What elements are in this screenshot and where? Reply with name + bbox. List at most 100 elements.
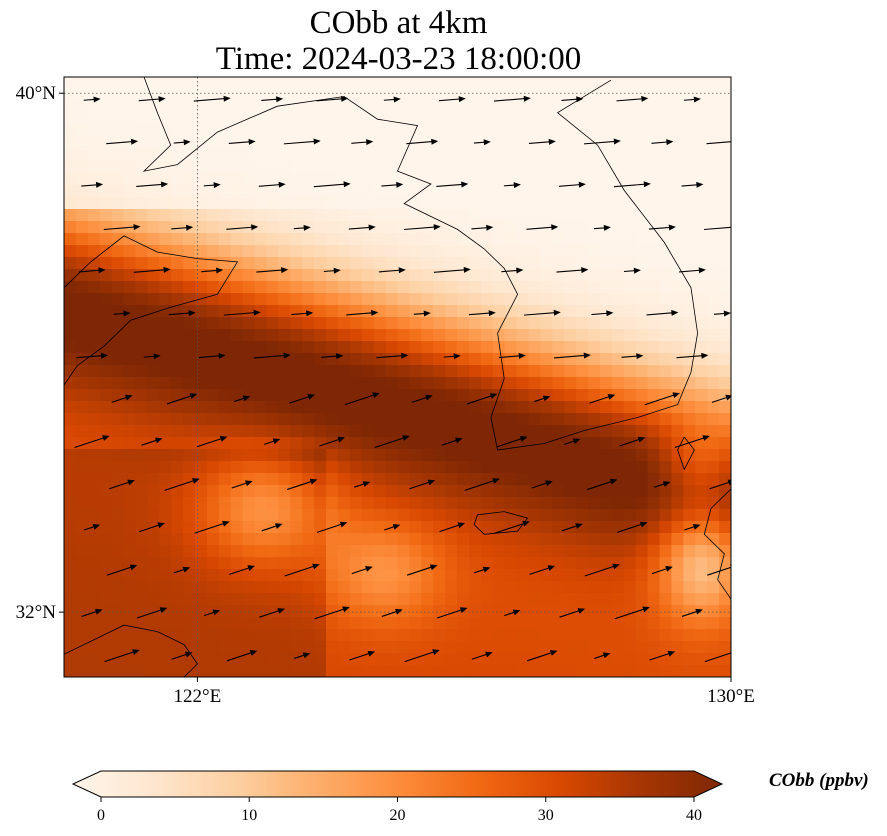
field-cell xyxy=(576,545,589,558)
field-cell xyxy=(218,617,232,630)
field-cell xyxy=(599,605,613,618)
field-cell xyxy=(623,125,637,138)
field-cell xyxy=(445,329,458,342)
field-cell xyxy=(433,281,446,294)
field-cell xyxy=(707,125,720,138)
field-cell xyxy=(421,101,434,114)
field-cell xyxy=(64,485,77,498)
field-cell xyxy=(707,581,720,594)
field-cell xyxy=(64,113,77,126)
field-cell xyxy=(123,185,137,198)
field-cell xyxy=(183,629,196,642)
field-cell xyxy=(480,185,494,198)
field-cell xyxy=(206,449,220,462)
field-cell xyxy=(278,641,291,654)
field-cell xyxy=(671,569,684,582)
field-cell xyxy=(719,149,731,162)
field-cell xyxy=(349,161,363,174)
wind-arrow xyxy=(194,520,230,534)
field-cell xyxy=(504,209,518,222)
field-cell xyxy=(349,545,363,558)
field-cell xyxy=(445,473,458,486)
field-cell xyxy=(397,557,411,570)
field-cell xyxy=(409,101,422,114)
field-cell xyxy=(159,209,172,222)
field-cell xyxy=(254,653,268,666)
wind-arrow xyxy=(381,608,403,617)
field-cell xyxy=(302,461,315,474)
wind-arrow xyxy=(644,392,680,406)
field-cell xyxy=(719,269,731,282)
wind-arrow xyxy=(106,564,138,576)
field-cell xyxy=(659,173,673,186)
field-cell xyxy=(588,617,601,630)
field-cell xyxy=(254,557,268,570)
field-cell xyxy=(683,461,696,474)
field-cell xyxy=(576,209,589,222)
field-cell xyxy=(111,641,125,654)
field-cell xyxy=(75,221,89,234)
field-cell xyxy=(99,365,113,378)
field-cell xyxy=(183,233,196,246)
field-cell xyxy=(564,269,577,282)
field-cell xyxy=(707,521,720,534)
field-cell xyxy=(397,173,411,186)
field-cell xyxy=(171,293,184,306)
field-cell xyxy=(552,485,565,498)
field-cell xyxy=(326,413,339,426)
field-cell xyxy=(147,257,160,270)
field-cell xyxy=(254,401,268,414)
field-cell xyxy=(302,425,315,438)
field-cell xyxy=(171,521,184,534)
wind-arrow xyxy=(83,524,101,531)
field-cell xyxy=(480,629,494,642)
field-cell xyxy=(564,281,577,294)
field-cell xyxy=(290,593,303,606)
field-cell xyxy=(361,269,375,282)
field-cell xyxy=(218,449,232,462)
field-cell xyxy=(480,473,494,486)
field-cell xyxy=(480,521,494,534)
field-cell xyxy=(206,509,220,522)
field-cell xyxy=(468,629,482,642)
field-cell xyxy=(99,341,113,354)
field-cell xyxy=(445,653,458,666)
field-cell xyxy=(266,149,279,162)
field-cell xyxy=(564,221,577,234)
wind-arrow xyxy=(498,352,526,359)
field-cell xyxy=(576,641,589,654)
field-cell xyxy=(123,125,137,138)
field-cell xyxy=(492,365,506,378)
field-cell xyxy=(171,149,184,162)
field-cell xyxy=(326,365,339,378)
field-cell xyxy=(611,461,625,474)
field-cell xyxy=(504,377,518,390)
field-cell xyxy=(337,149,351,162)
field-cell xyxy=(611,401,625,414)
field-cell xyxy=(361,413,375,426)
field-cell xyxy=(75,653,89,666)
field-cell xyxy=(480,569,494,582)
field-cell xyxy=(99,113,113,126)
wind-arrow xyxy=(676,352,709,359)
field-cell xyxy=(516,293,530,306)
field-cell xyxy=(659,89,673,102)
field-cell xyxy=(409,641,422,654)
field-cell xyxy=(385,197,399,210)
field-cell xyxy=(147,449,160,462)
field-cell xyxy=(266,329,279,342)
field-cell xyxy=(361,593,375,606)
field-cell xyxy=(254,149,268,162)
field-cell xyxy=(719,617,731,630)
field-cell xyxy=(361,569,375,582)
field-cell xyxy=(409,353,422,366)
field-cell xyxy=(278,533,291,546)
field-cell xyxy=(611,545,625,558)
field-cell xyxy=(433,113,446,126)
field-cell xyxy=(492,77,506,90)
field-cell xyxy=(635,665,649,677)
field-cell xyxy=(385,317,399,330)
field-cell xyxy=(564,89,577,102)
wind-arrow xyxy=(171,224,194,231)
field-cell xyxy=(599,293,613,306)
